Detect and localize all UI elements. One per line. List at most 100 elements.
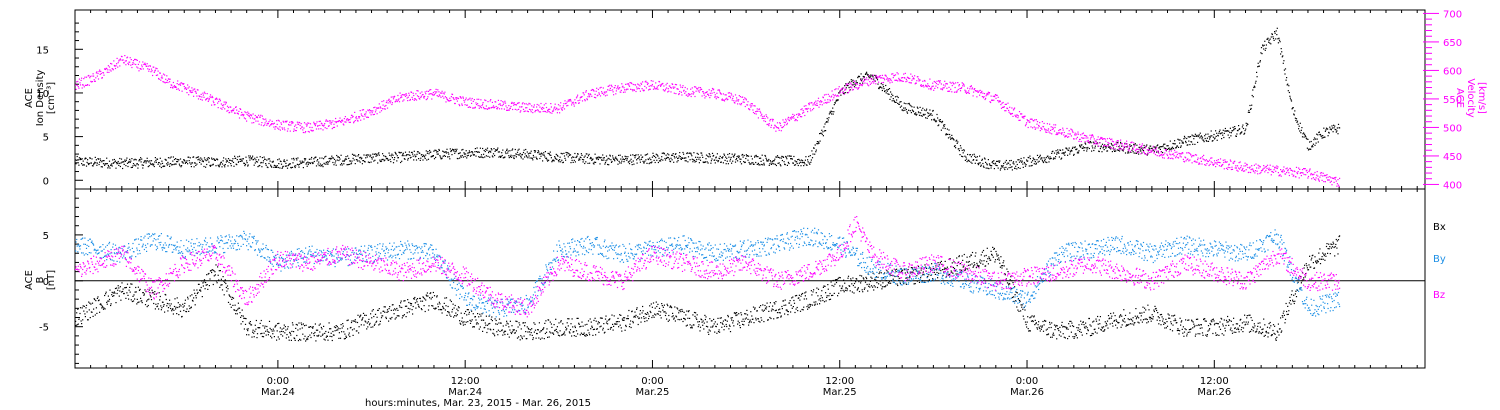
density-point <box>1067 154 1069 156</box>
density-point <box>494 150 496 152</box>
velocity-point <box>351 114 353 116</box>
density-point <box>922 113 924 115</box>
density-point <box>454 152 456 154</box>
density-point <box>404 158 406 160</box>
velocity-point <box>1079 138 1081 140</box>
density-point <box>479 156 481 158</box>
velocity-point <box>557 104 560 106</box>
density-point <box>90 162 92 164</box>
density-point <box>328 158 330 160</box>
velocity-point <box>293 128 295 130</box>
velocity-point <box>374 111 377 113</box>
velocity-point <box>155 74 157 76</box>
density-point <box>492 153 495 155</box>
density-point <box>746 155 749 157</box>
velocity-point <box>1016 114 1018 116</box>
velocity-point <box>243 117 245 119</box>
velocity-point <box>238 110 240 112</box>
density-point <box>1174 140 1176 142</box>
velocity-point <box>938 80 940 82</box>
velocity-point <box>1265 165 1267 168</box>
density-point <box>221 166 223 168</box>
velocity-point <box>300 128 302 130</box>
velocity-point <box>866 77 868 79</box>
velocity-point <box>247 114 249 116</box>
velocity-point <box>549 112 551 114</box>
velocity-point <box>692 93 694 95</box>
density-point <box>906 111 908 113</box>
density-point <box>920 112 922 114</box>
velocity-point <box>698 86 700 89</box>
density-point <box>295 165 297 167</box>
velocity-point <box>129 57 131 59</box>
velocity-point <box>315 128 318 130</box>
density-point <box>85 157 87 159</box>
velocity-point <box>1138 149 1140 151</box>
density-point <box>544 151 546 153</box>
velocity-point <box>590 89 592 91</box>
velocity-point <box>89 75 91 77</box>
density-point <box>303 158 306 160</box>
velocity-point <box>1082 137 1084 139</box>
velocity-point <box>102 72 105 74</box>
velocity-point <box>1218 165 1220 167</box>
density-point <box>782 156 784 158</box>
density-point <box>884 90 886 92</box>
density-point <box>565 159 567 161</box>
velocity-point <box>1285 168 1287 170</box>
velocity-point <box>1034 128 1036 130</box>
velocity-point <box>717 96 720 99</box>
velocity-point <box>1304 168 1306 170</box>
density-point <box>369 156 371 158</box>
density-point <box>711 158 713 160</box>
density-point <box>576 155 578 157</box>
density-point <box>617 163 619 165</box>
density-point <box>823 126 825 128</box>
density-point <box>331 157 333 159</box>
density-point <box>515 153 517 155</box>
density-point <box>931 119 933 121</box>
density-point <box>365 157 367 159</box>
density-point <box>250 157 252 159</box>
density-point <box>869 76 871 78</box>
density-point <box>1336 127 1338 129</box>
velocity-point <box>438 94 440 96</box>
velocity-point <box>791 117 793 119</box>
velocity-point <box>160 79 162 81</box>
velocity-point <box>486 108 489 110</box>
density-point <box>707 162 709 164</box>
velocity-point <box>1078 140 1080 142</box>
density-point <box>610 161 613 163</box>
velocity-point <box>1012 109 1015 111</box>
velocity-point <box>130 64 132 66</box>
velocity-point <box>166 75 168 77</box>
velocity-point <box>1043 122 1045 124</box>
velocity-point <box>1170 150 1172 152</box>
density-point <box>1198 134 1200 136</box>
velocity-point <box>864 82 866 84</box>
velocity-point <box>468 106 470 108</box>
velocity-point <box>1236 169 1238 171</box>
velocity-point <box>885 75 887 77</box>
density-point <box>79 157 82 159</box>
velocity-point <box>306 125 308 127</box>
density-point <box>1055 150 1057 152</box>
density-point <box>1298 125 1300 127</box>
velocity-point <box>93 79 95 81</box>
velocity-point <box>728 92 731 94</box>
density-point <box>247 164 249 166</box>
density-point <box>321 157 323 159</box>
velocity-point <box>619 87 621 89</box>
velocity-point <box>612 91 614 93</box>
density-point <box>1302 133 1304 135</box>
velocity-point <box>1030 126 1032 128</box>
density-point <box>816 141 818 143</box>
velocity-point <box>815 104 817 106</box>
density-point <box>170 156 172 158</box>
velocity-point <box>382 108 384 110</box>
density-point <box>826 117 828 120</box>
density-point <box>715 156 717 158</box>
density-point <box>723 153 725 155</box>
density-point <box>547 160 549 162</box>
velocity-point <box>926 86 928 88</box>
